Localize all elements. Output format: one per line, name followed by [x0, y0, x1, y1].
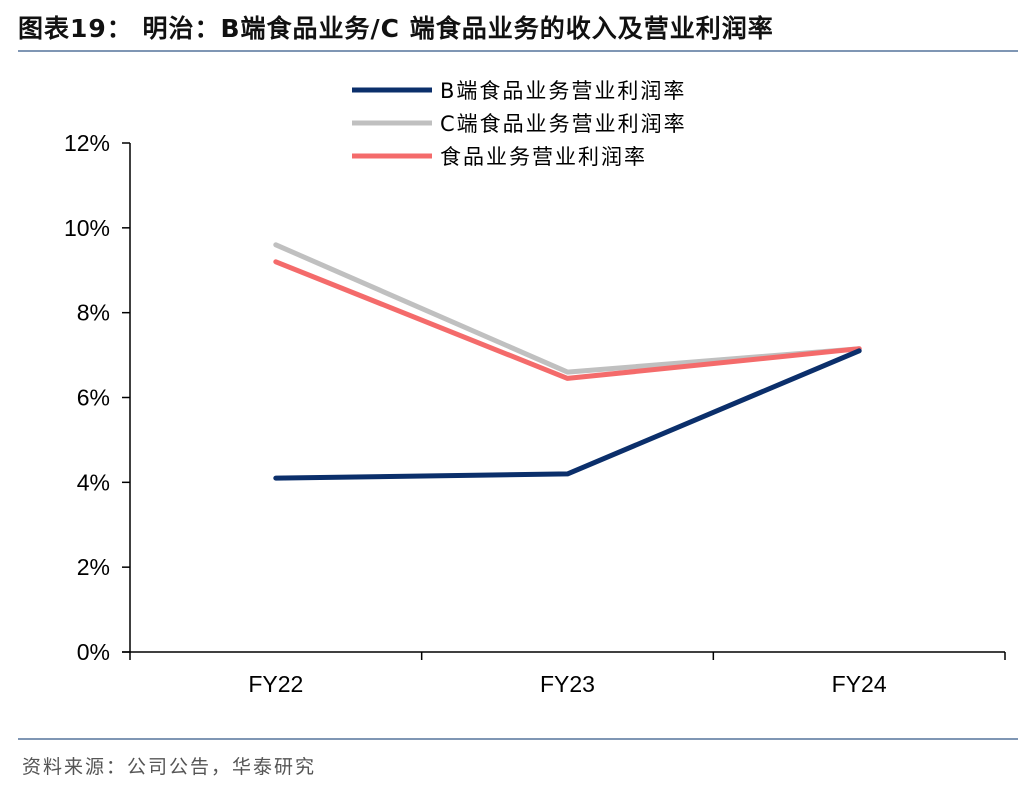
source-note: 资料来源：公司公告，华泰研究 — [22, 756, 317, 778]
y-tick-label: 2% — [77, 554, 110, 580]
series-line-1 — [273, 348, 862, 481]
y-tick-label: 12% — [64, 130, 110, 156]
series-line-3 — [273, 259, 862, 381]
footer-rule — [18, 738, 1018, 740]
x-tick-label: FY23 — [540, 671, 595, 697]
legend-label: 食品业务营业利润率 — [440, 145, 647, 169]
chart-series — [273, 242, 862, 481]
y-tick-label: 10% — [64, 215, 110, 241]
series-line-2 — [273, 242, 862, 375]
legend-label: B端食品业务营业利润率 — [440, 79, 686, 103]
y-tick-label: 4% — [77, 469, 110, 495]
y-tick-label: 0% — [77, 639, 110, 665]
chart-axes: 0% 2% 4% 6% 8% 10% 12% FY22 FY23 FY24 — [64, 130, 1006, 697]
x-tick-label: FY24 — [832, 671, 887, 697]
title-bar: 图表19： 明治：B端食品业务/C 端食品业务的收入及营业利润率 — [18, 4, 1018, 52]
y-tick-label: 8% — [77, 300, 110, 326]
x-tick-label: FY22 — [248, 671, 303, 697]
legend-label: C端食品业务营业利润率 — [440, 112, 687, 136]
chart-title: 图表19： 明治：B端食品业务/C 端食品业务的收入及营业利润率 — [18, 14, 774, 43]
y-tick-label: 6% — [77, 385, 110, 411]
